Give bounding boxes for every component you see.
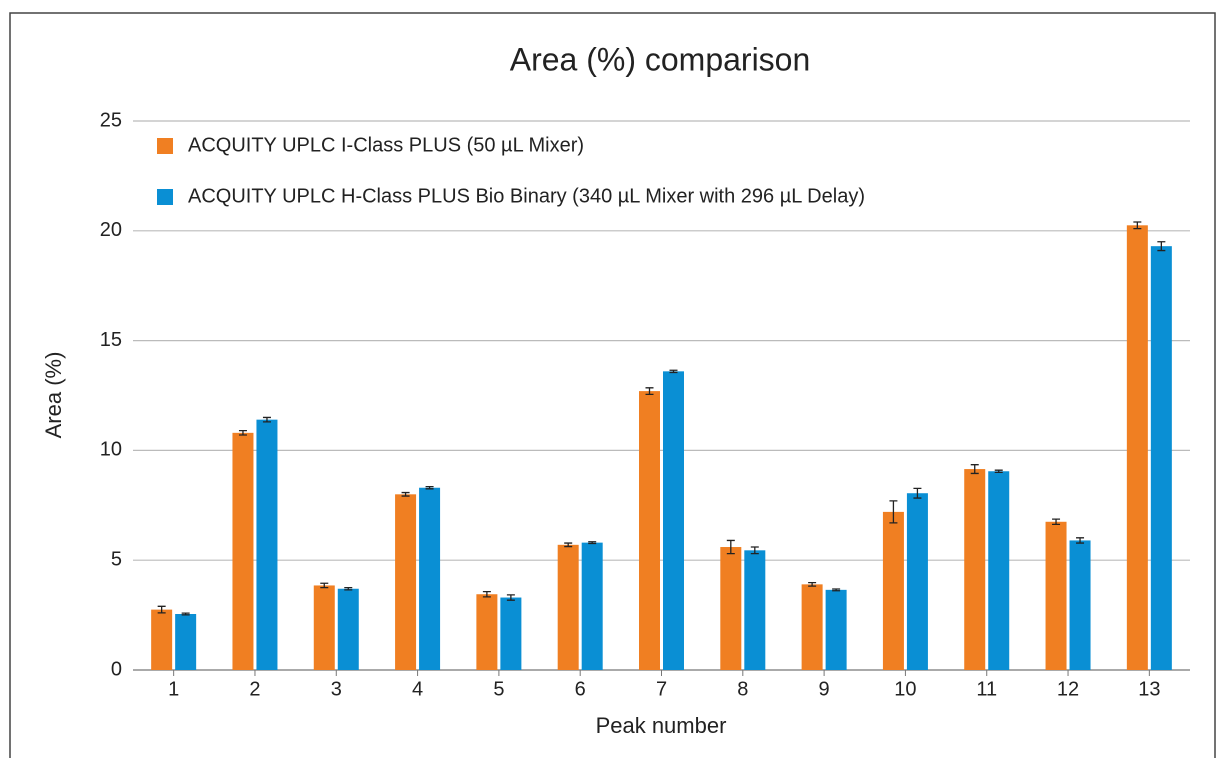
bar <box>500 597 522 670</box>
bar <box>476 594 498 670</box>
bar <box>395 494 417 670</box>
bar <box>151 609 173 670</box>
bar <box>256 419 278 670</box>
error-bar <box>506 594 515 601</box>
error-bar <box>588 541 597 545</box>
bar <box>581 542 603 670</box>
x-tick-label: 7 <box>656 678 667 700</box>
x-tick-label: 11 <box>976 678 997 700</box>
error-bar <box>1052 518 1061 526</box>
bar <box>988 471 1010 670</box>
x-tick-label: 9 <box>819 678 830 700</box>
legend-swatch <box>157 189 173 205</box>
y-tick-label: 0 <box>111 658 122 680</box>
x-tick-label: 1 <box>168 678 179 700</box>
error-bar <box>482 590 491 598</box>
x-tick-label: 13 <box>1138 678 1160 700</box>
legend-swatch <box>157 138 173 154</box>
y-tick-label: 5 <box>111 548 122 570</box>
x-tick-label: 3 <box>331 678 342 700</box>
frame <box>9 12 1216 763</box>
error-bar <box>401 491 410 497</box>
y-tick-label: 10 <box>100 439 122 461</box>
error-bar <box>970 464 979 475</box>
bar <box>663 371 684 670</box>
x-tick-label: 8 <box>737 678 748 700</box>
bar <box>825 589 847 670</box>
x-tick-label: 5 <box>493 678 504 700</box>
legend-label: ACQUITY UPLC H-Class PLUS Bio Binary (34… <box>188 185 865 207</box>
bar <box>337 588 359 670</box>
error-bar <box>994 469 1003 474</box>
bar <box>232 432 254 670</box>
error-bar <box>262 416 271 423</box>
error-bar <box>1076 537 1085 544</box>
error-bar <box>913 487 922 499</box>
bar <box>906 493 928 670</box>
error-bar <box>564 542 573 548</box>
error-bar <box>726 539 735 555</box>
error-bar <box>157 605 166 614</box>
error-bar <box>1157 241 1166 252</box>
error-bar <box>889 500 898 524</box>
error-bar <box>238 429 247 436</box>
bar <box>882 511 904 670</box>
bar <box>1069 540 1091 670</box>
x-tick-label: 6 <box>575 678 586 700</box>
error-bar <box>1133 221 1142 230</box>
error-bar <box>645 387 654 396</box>
error-bar <box>669 369 678 374</box>
y-axis-label: Area (%) <box>41 352 66 439</box>
error-bar <box>750 546 759 555</box>
x-axis-label: Peak number <box>596 713 727 738</box>
y-tick-label: 20 <box>100 219 122 241</box>
y-tick-label: 25 <box>100 109 122 131</box>
error-bar <box>832 588 841 592</box>
x-tick-label: 10 <box>894 678 916 700</box>
error-bar <box>808 581 817 587</box>
legend-label: ACQUITY UPLC I-Class PLUS (50 µL Mixer) <box>188 134 584 156</box>
bar <box>639 391 660 670</box>
chart-title: Area (%) comparison <box>510 41 811 77</box>
bar <box>313 585 335 670</box>
x-tick-label: 2 <box>249 678 260 700</box>
error-bar <box>425 485 434 490</box>
error-bar <box>320 582 329 589</box>
x-tick-label: 4 <box>412 678 423 700</box>
bar <box>1045 521 1067 670</box>
bar <box>801 584 823 670</box>
bar <box>1150 246 1172 670</box>
bar <box>419 487 441 670</box>
bar <box>964 469 986 670</box>
error-bar <box>344 587 353 591</box>
bar <box>1126 225 1148 670</box>
bar <box>744 550 766 670</box>
bar <box>175 614 197 670</box>
bar <box>557 544 579 670</box>
y-tick-label: 15 <box>100 329 122 351</box>
x-tick-label: 12 <box>1057 678 1079 700</box>
error-bar <box>181 612 190 616</box>
bar <box>720 547 742 670</box>
